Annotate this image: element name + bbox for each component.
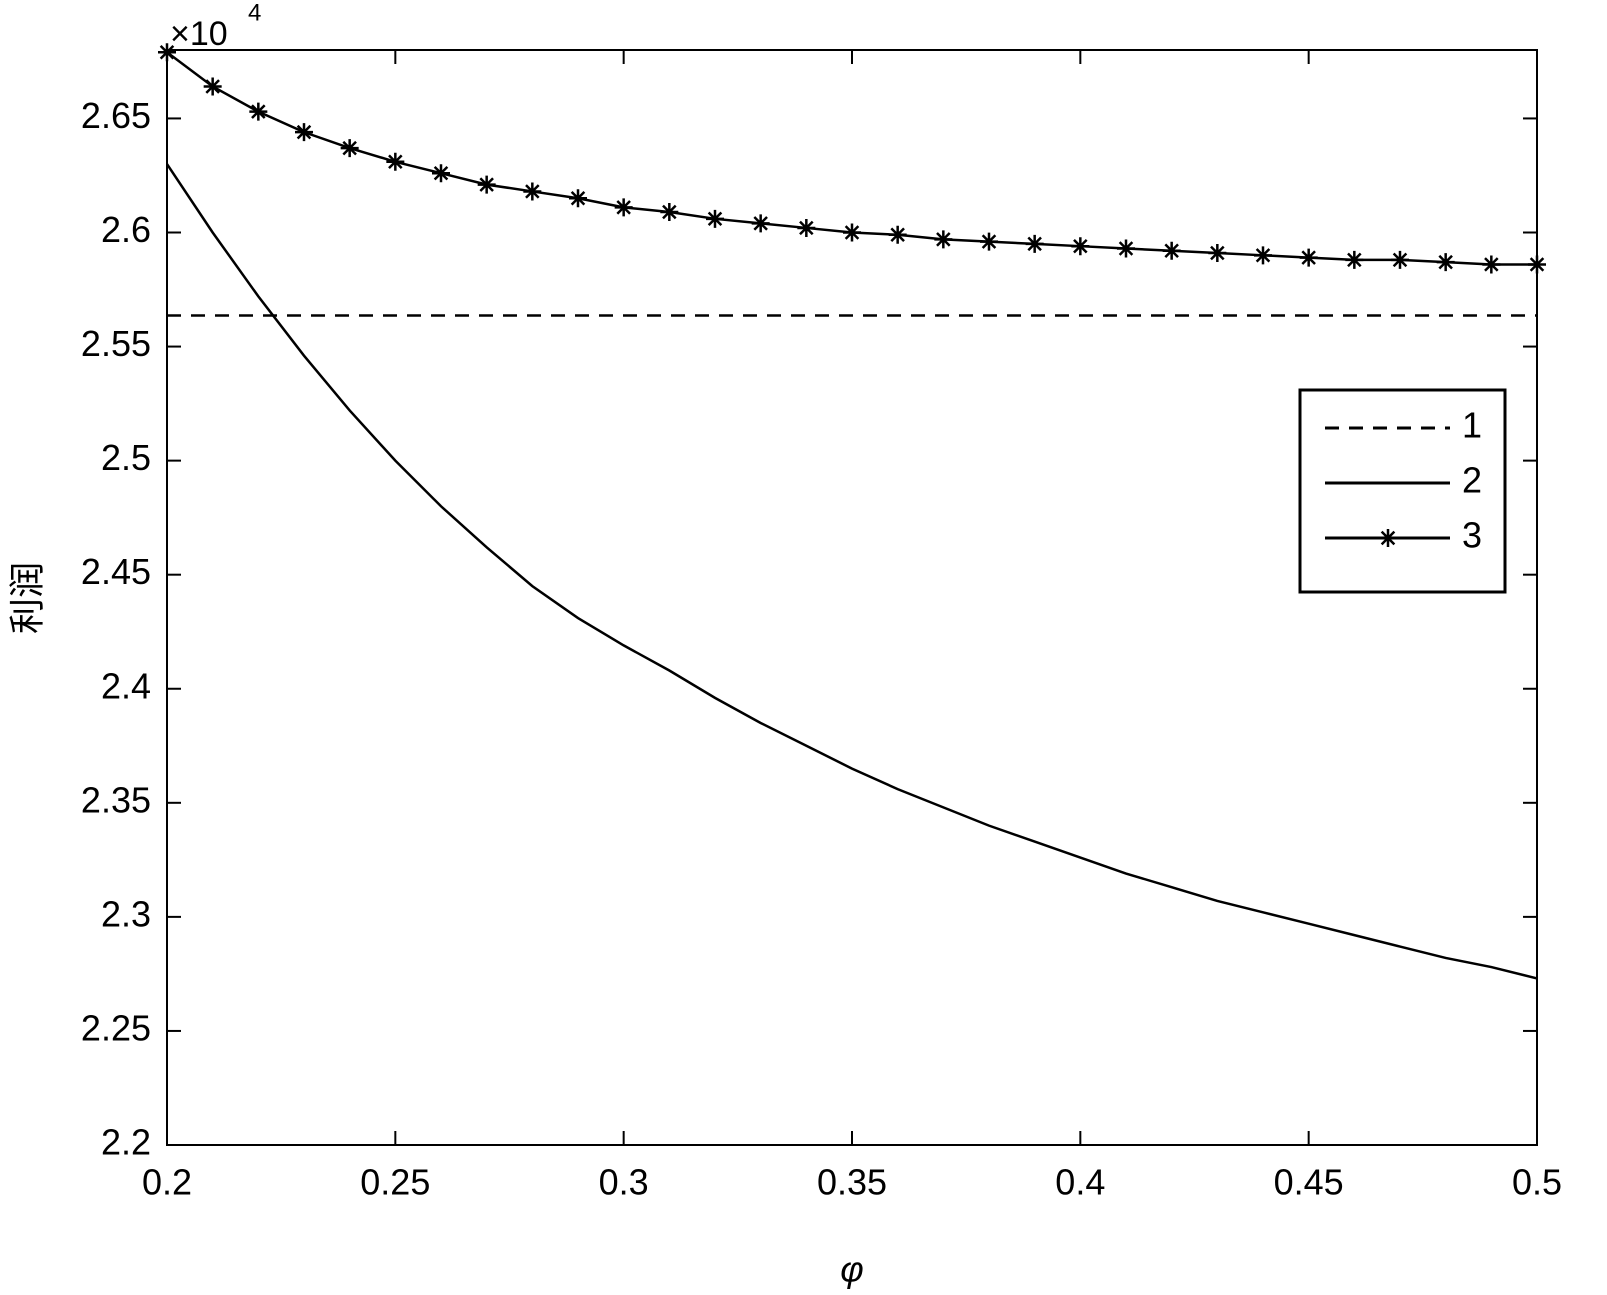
y-tick-label: 2.5 [101,437,151,478]
marker [1299,248,1318,267]
x-tick-label: 0.5 [1512,1162,1562,1203]
marker [295,123,313,142]
marker [523,182,542,201]
marker [1391,250,1409,269]
marker [1208,244,1227,263]
y-scale-base: ×10 [170,15,228,53]
marker [797,218,816,237]
y-tick-label: 2.6 [101,209,151,250]
series-line [165,163,1538,980]
x-tick-label: 0.35 [817,1162,887,1203]
y-scale-exponent: 4 [248,0,261,26]
marker [751,214,770,233]
marker [1528,255,1546,274]
y-tick-label: 2.4 [101,665,151,706]
marker [706,209,724,228]
marker [477,175,496,194]
marker [340,139,359,158]
marker [888,225,907,244]
legend-label: 3 [1462,515,1482,556]
marker [1025,234,1044,253]
marker [1482,255,1501,274]
x-axis-label: φ [840,1249,863,1290]
y-tick-label: 2.35 [81,779,151,820]
marker [1345,250,1364,269]
marker [980,232,998,251]
marker [1436,253,1455,272]
marker [1254,246,1272,265]
y-tick-label: 2.65 [81,95,151,136]
x-tick-label: 0.3 [599,1162,649,1203]
x-tick-label: 0.25 [360,1162,430,1203]
marker [660,202,679,221]
legend-label: 2 [1462,460,1482,501]
marker [1162,241,1181,260]
y-tick-label: 2.45 [81,551,151,592]
marker [614,198,633,217]
marker [569,189,587,208]
legend-box [1298,388,1507,594]
marker [934,230,953,249]
marker [158,43,176,62]
y-tick-label: 2.25 [81,1007,151,1048]
marker [843,223,861,242]
marker [1117,239,1135,258]
y-axis-label: 利润 [7,562,48,634]
y-tick-label: 2.3 [101,893,151,934]
x-tick-label: 0.45 [1274,1162,1344,1203]
marker [432,164,450,183]
marker [386,152,405,171]
legend-marker [1379,529,1397,547]
y-tick-label: 2.55 [81,323,151,364]
x-tick-label: 0.2 [142,1162,192,1203]
legend-label: 1 [1462,405,1482,446]
x-tick-label: 0.4 [1055,1162,1105,1203]
plot-area [166,49,1538,1146]
marker [249,102,268,121]
y-tick-label: 2.2 [101,1122,151,1163]
marker [203,77,222,96]
marker [1071,237,1090,256]
